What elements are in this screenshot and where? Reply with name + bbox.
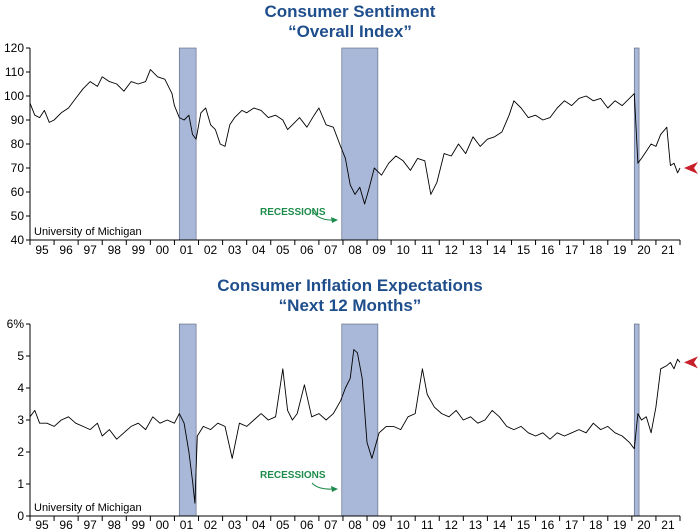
chart1-x-tick-label: 21 bbox=[661, 243, 675, 257]
chart1-recession-label: RECESSIONS bbox=[260, 207, 326, 218]
chart2-x-tick-label: 17 bbox=[565, 518, 579, 532]
chart1-x-tick-label: 97 bbox=[84, 243, 98, 257]
chart2-x-tick-label: 95 bbox=[35, 518, 49, 532]
chart2-title: Consumer Inflation Expectations bbox=[217, 276, 483, 295]
chart2-y-tick-label: 2 bbox=[17, 445, 24, 459]
chart1-recession-arrowhead bbox=[331, 217, 338, 223]
chart2-x-tick-label: 96 bbox=[59, 518, 73, 532]
chart1-x-tick-label: 02 bbox=[204, 243, 218, 257]
chart1-x-tick-label: 01 bbox=[180, 243, 194, 257]
chart2-x-tick-label: 20 bbox=[637, 518, 651, 532]
chart1-x-tick-label: 18 bbox=[589, 243, 603, 257]
chart1-x-tick-label: 07 bbox=[324, 243, 338, 257]
chart1-y-tick-label: 110 bbox=[5, 65, 24, 79]
chart1-y-tick-label: 120 bbox=[4, 41, 24, 55]
chart2-x-tick-label: 15 bbox=[517, 518, 531, 532]
chart1-x-tick-label: 98 bbox=[108, 243, 122, 257]
chart1-x-tick-label: 15 bbox=[517, 243, 531, 257]
chart2-x-tick-label: 06 bbox=[300, 518, 314, 532]
chart1-x-tick-label: 95 bbox=[35, 243, 49, 257]
chart2-x-tick-label: 97 bbox=[84, 518, 98, 532]
chart2-y-tick-label: 4 bbox=[17, 381, 24, 395]
chart2-subtitle: “Next 12 Months” bbox=[278, 296, 422, 315]
chart1-subtitle: “Overall Index” bbox=[288, 22, 412, 41]
chart2-x-tick-label: 13 bbox=[469, 518, 483, 532]
chart1-y-tick-label: 40 bbox=[11, 233, 25, 247]
chart2-x-tick-label: 18 bbox=[589, 518, 603, 532]
chart1-recession-band bbox=[178, 47, 197, 241]
chart1-x-tick-label: 09 bbox=[372, 243, 386, 257]
chart2-x-tick-label: 16 bbox=[541, 518, 555, 532]
chart2-x-tick-label: 00 bbox=[156, 518, 170, 532]
chart2-y-tick-label: 6% bbox=[7, 317, 25, 331]
chart1-x-tick-label: 17 bbox=[565, 243, 579, 257]
chart1-x-tick-label: 99 bbox=[132, 243, 146, 257]
chart2-x-tick-label: 04 bbox=[252, 518, 266, 532]
chart2-x-tick-label: 12 bbox=[445, 518, 459, 532]
chart1-y-tick-label: 50 bbox=[11, 209, 25, 223]
chart1-x-tick-label: 08 bbox=[348, 243, 362, 257]
chart1-x-tick-label: 16 bbox=[541, 243, 555, 257]
chart2-y-tick-label: 0 bbox=[17, 509, 24, 523]
chart1-x-tick-label: 03 bbox=[228, 243, 242, 257]
chart2-x-tick-label: 01 bbox=[180, 518, 194, 532]
chart2-x-tick-label: 98 bbox=[108, 518, 122, 532]
chart2-x-tick-label: 10 bbox=[396, 518, 410, 532]
chart1-y-tick-label: 60 bbox=[11, 185, 25, 199]
chart2-x-tick-label: 02 bbox=[204, 518, 218, 532]
chart1-x-tick-label: 19 bbox=[613, 243, 627, 257]
chart1-y-tick-label: 80 bbox=[11, 137, 25, 151]
chart1-x-tick-label: 04 bbox=[252, 243, 266, 257]
chart1-x-tick-label: 10 bbox=[396, 243, 410, 257]
chart1-x-tick-label: 05 bbox=[276, 243, 290, 257]
chart2-x-tick-label: 14 bbox=[493, 518, 507, 532]
chart2-latest-marker bbox=[684, 356, 698, 369]
chart1-y-tick-label: 100 bbox=[4, 89, 24, 103]
chart2-x-tick-label: 08 bbox=[348, 518, 362, 532]
chart2-x-tick-label: 03 bbox=[228, 518, 242, 532]
chart2-recession-arrowhead bbox=[331, 486, 338, 492]
chart1-latest-marker bbox=[684, 162, 698, 174]
chart2-y-tick-label: 3 bbox=[17, 413, 24, 427]
chart1-recession-band bbox=[341, 47, 379, 241]
chart2-x-tick-label: 19 bbox=[613, 518, 627, 532]
chart2-x-tick-label: 09 bbox=[372, 518, 386, 532]
chart1-x-tick-label: 12 bbox=[445, 243, 459, 257]
chart1-x-tick-label: 06 bbox=[300, 243, 314, 257]
chart1-x-tick-label: 00 bbox=[156, 243, 170, 257]
chart1-title: Consumer Sentiment bbox=[264, 2, 436, 21]
chart1-x-tick-label: 14 bbox=[493, 243, 507, 257]
chart2-x-tick-label: 21 bbox=[661, 518, 675, 532]
chart1-x-tick-label: 20 bbox=[637, 243, 651, 257]
chart1-y-tick-label: 90 bbox=[11, 113, 25, 127]
chart1-series-line bbox=[29, 69, 681, 205]
chart2-y-tick-label: 1 bbox=[17, 477, 24, 491]
chart1-x-tick-label: 96 bbox=[59, 243, 73, 257]
chart2-x-tick-label: 05 bbox=[276, 518, 290, 532]
chart2-source-label: University of Michigan bbox=[34, 502, 142, 514]
chart2-series-line bbox=[29, 349, 681, 504]
chart1-x-tick-label: 13 bbox=[469, 243, 483, 257]
chart1-x-tick-label: 11 bbox=[421, 243, 434, 257]
chart2-recession-band bbox=[341, 323, 379, 517]
chart1-y-tick-label: 70 bbox=[11, 161, 25, 175]
chart2-x-tick-label: 99 bbox=[132, 518, 146, 532]
chart2-x-tick-label: 07 bbox=[324, 518, 338, 532]
chart2-y-tick-label: 5 bbox=[17, 349, 24, 363]
chart2-recession-band bbox=[633, 323, 640, 517]
chart2-x-tick-label: 11 bbox=[421, 518, 434, 532]
chart1-source-label: University of Michigan bbox=[34, 226, 142, 238]
chart2-recession-label: RECESSIONS bbox=[260, 470, 326, 481]
